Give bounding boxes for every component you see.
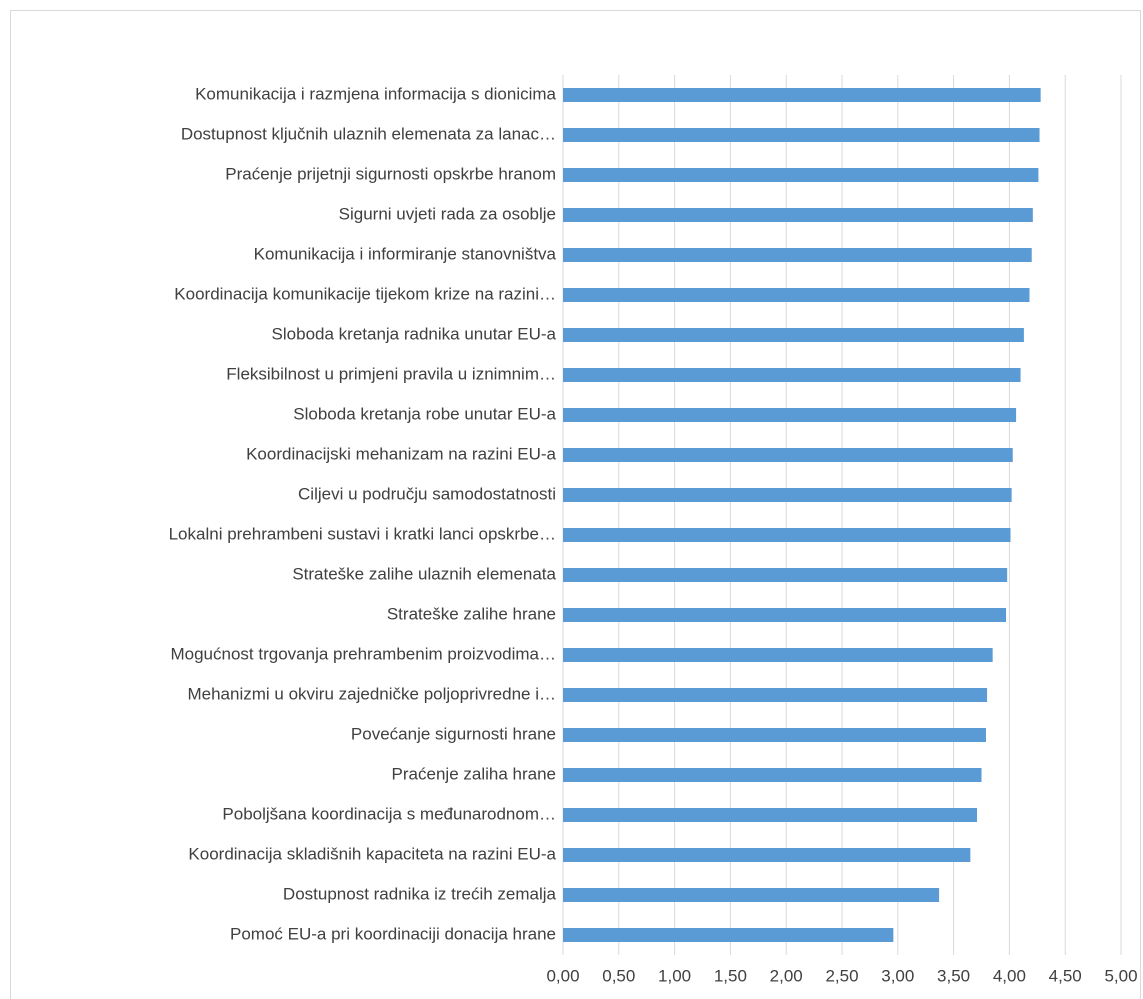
x-tick-label: 1,50 — [714, 966, 747, 985]
y-tick-label: Sigurni uvjeti rada za osoblje — [339, 204, 556, 223]
bar — [563, 488, 1012, 502]
bar — [563, 768, 982, 782]
x-tick-label: 0,00 — [546, 966, 579, 985]
bar — [563, 408, 1017, 422]
y-tick-label: Praćenje prijetnji sigurnosti opskrbe hr… — [225, 164, 556, 183]
x-tick-label: 5,00 — [1104, 966, 1137, 985]
y-tick-label: Povećanje sigurnosti hrane — [351, 724, 556, 743]
chart-border — [10, 10, 1141, 999]
y-tick-label: Koordinacija komunikacije tijekom krize … — [174, 284, 556, 303]
x-tick-label: 3,00 — [881, 966, 914, 985]
bar — [563, 88, 1041, 102]
bar — [563, 568, 1008, 582]
y-tick-label: Dostupnost ključnih ulaznih elemenata za… — [181, 124, 556, 143]
y-tick-label: Mehanizmi u okviru zajedničke poljoprivr… — [187, 684, 556, 703]
bar — [563, 128, 1040, 142]
bar — [563, 808, 978, 822]
y-tick-label: Lokalni prehrambeni sustavi i kratki lan… — [169, 524, 556, 543]
y-tick-label: Sloboda kretanja robe unutar EU-a — [293, 404, 556, 423]
y-tick-label: Dostupnost radnika iz trećih zemalja — [283, 884, 557, 903]
bar — [563, 328, 1024, 342]
y-tick-label: Komunikacija i razmjena informacija s di… — [195, 84, 556, 103]
bar — [563, 168, 1039, 182]
x-tick-label: 1,00 — [658, 966, 691, 985]
y-tick-label: Fleksibilnost u primjeni pravila u iznim… — [226, 364, 556, 383]
bar — [563, 368, 1021, 382]
x-tick-label: 3,50 — [937, 966, 970, 985]
bar — [563, 888, 940, 902]
x-tick-label: 2,50 — [825, 966, 858, 985]
x-tick-label: 4,00 — [993, 966, 1026, 985]
y-tick-label: Komunikacija i informiranje stanovništva — [254, 244, 557, 263]
bar — [563, 928, 894, 942]
y-tick-label: Pomoć EU-a pri koordinaciji donacija hra… — [230, 924, 556, 943]
x-tick-label: 2,00 — [770, 966, 803, 985]
x-tick-label: 4,50 — [1049, 966, 1082, 985]
bar — [563, 848, 971, 862]
bar — [563, 728, 986, 742]
y-tick-label: Koordinacijski mehanizam na razini EU-a — [246, 444, 556, 463]
bar — [563, 648, 993, 662]
y-tick-label: Sloboda kretanja radnika unutar EU-a — [272, 324, 557, 343]
y-tick-label: Strateške zalihe hrane — [387, 604, 556, 623]
bar — [563, 448, 1013, 462]
bar — [563, 528, 1011, 542]
y-tick-label: Poboljšana koordinacija s međunarodnom… — [222, 804, 556, 823]
y-tick-label: Koordinacija skladišnih kapaciteta na ra… — [188, 844, 556, 863]
y-tick-label: Ciljevi u području samodostatnosti — [298, 484, 556, 503]
bar — [563, 248, 1032, 262]
bar — [563, 688, 988, 702]
y-tick-label: Strateške zalihe ulaznih elemenata — [292, 564, 556, 583]
bar — [563, 288, 1030, 302]
bar — [563, 208, 1033, 222]
bar — [563, 608, 1007, 622]
y-tick-label: Praćenje zaliha hrane — [392, 764, 556, 783]
y-tick-label: Mogućnost trgovanja prehrambenim proizvo… — [170, 644, 556, 663]
x-tick-label: 0,50 — [602, 966, 635, 985]
